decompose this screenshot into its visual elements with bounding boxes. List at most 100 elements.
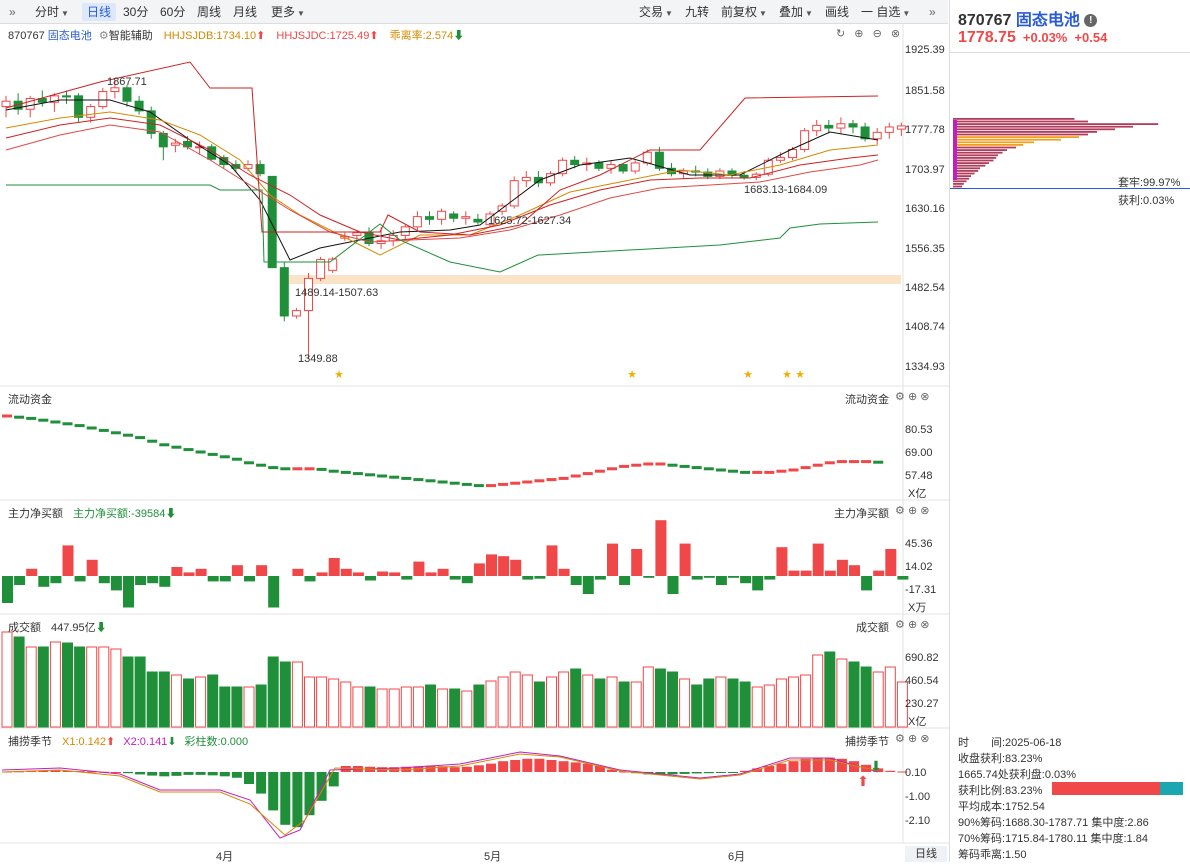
panel-turnover-right[interactable]: 成交额 — [856, 622, 889, 634]
close-icon[interactable]: ⊗ — [920, 505, 930, 517]
turnover-bar — [872, 671, 884, 728]
netbuy-bar — [219, 576, 231, 582]
close-icon[interactable]: ⊗ — [920, 391, 930, 403]
season-bar — [728, 772, 738, 773]
close-icon[interactable]: ⊗ — [890, 28, 901, 40]
gear-icon[interactable]: ⚙ — [895, 733, 905, 745]
turnover-bar — [788, 676, 799, 728]
panel-season-title[interactable]: 捕捞季节 X1:0.142⬆ X2:0.141⬇ 彩柱数:0.000 — [8, 736, 249, 748]
trade-button[interactable]: 交易 ▼ — [639, 5, 673, 19]
netbuy-bar — [498, 556, 510, 576]
tab-weekly[interactable]: 周线 — [197, 5, 222, 19]
netbuy-bar — [570, 576, 582, 585]
netbuy-bar — [740, 576, 752, 584]
season-bar — [486, 763, 496, 772]
add-icon[interactable]: ⊕ — [907, 733, 918, 745]
panel-turnover-title[interactable]: 成交额 447.95亿⬇ — [8, 622, 107, 634]
panel-liquidity-right[interactable]: 流动资金 — [845, 394, 889, 406]
add-icon[interactable]: ⊕ — [907, 391, 918, 403]
season-bar — [256, 772, 267, 794]
profit-ratio-bar — [1052, 782, 1183, 795]
netbuy-bar — [582, 576, 594, 594]
season-bar — [594, 766, 605, 772]
panel-season-right[interactable]: 捕捞季节 — [845, 736, 889, 748]
turnover-bar — [364, 686, 376, 728]
down-arrow-icon: ⬇ — [95, 622, 107, 634]
gear-icon[interactable]: ⚙ — [895, 391, 905, 403]
add-icon[interactable]: ⊕ — [907, 619, 918, 631]
season-bar — [667, 772, 678, 775]
close-icon[interactable]: ⊗ — [920, 619, 930, 631]
chip-bar — [953, 136, 1079, 138]
netbuy-bar — [546, 545, 558, 576]
assist-icon[interactable]: ⚙ — [98, 30, 109, 42]
candle — [473, 218, 483, 223]
refresh-icon[interactable]: ↻ — [836, 28, 846, 40]
assist-label[interactable]: 智能辅助 — [108, 30, 153, 42]
season-bar — [534, 758, 545, 772]
chart-name[interactable]: 固态电池 — [47, 30, 92, 42]
candle — [642, 151, 652, 164]
info-icon[interactable]: ! — [1084, 14, 1098, 28]
chart-canvas[interactable]: ★ ★ ★ ★ ★⬇⬆ — [0, 0, 949, 862]
netbuy-bar — [655, 520, 667, 576]
chart-code: 870767 — [8, 30, 45, 42]
expand-icon[interactable]: » — [929, 5, 936, 19]
nine-turn-button[interactable]: 九转 — [685, 5, 710, 19]
overlay-button[interactable]: 叠加 ▼ — [779, 5, 813, 19]
collapse-icon[interactable]: » — [9, 5, 16, 19]
candle — [606, 164, 616, 169]
add-icon[interactable]: ⊕ — [854, 28, 864, 40]
netbuy-bar — [98, 576, 110, 584]
turnover-bar — [49, 641, 61, 728]
turnover-bar — [630, 681, 642, 728]
chip-bar — [953, 128, 1115, 131]
ma-line — [5, 111, 879, 256]
season-bar — [655, 772, 666, 775]
watchlist-button[interactable]: 一 自选 ▼ — [861, 5, 911, 19]
unit-label: X亿 — [908, 488, 927, 500]
tab-daily[interactable]: 日线 — [82, 3, 117, 21]
candle — [37, 98, 47, 103]
ma-line — [5, 124, 879, 243]
netbuy-bar — [510, 559, 522, 576]
up-arrow-icon: ⬆ — [857, 773, 869, 789]
close-icon[interactable]: ⊗ — [920, 733, 930, 745]
tab-intraday[interactable]: 分时 ▼ — [35, 5, 69, 19]
chip-bar — [953, 120, 1088, 123]
x-tick: 6月 — [728, 851, 746, 863]
add-icon[interactable]: ⊕ — [907, 505, 918, 517]
panel-netbuy-right[interactable]: 主力净买额 — [834, 508, 889, 520]
gear-icon[interactable]: ⚙ — [895, 505, 905, 517]
turnover-bar — [110, 648, 122, 728]
netbuy-bar — [183, 572, 195, 576]
y-tick: 1925.39 — [905, 44, 945, 56]
chip-bar — [953, 157, 997, 159]
panel-liquidity-title[interactable]: 流动资金 — [8, 394, 52, 406]
chip-bar — [953, 144, 1024, 146]
y-tick: -1.00 — [905, 791, 931, 803]
y-tick: 1482.54 — [905, 282, 945, 294]
tab-monthly[interactable]: 月线 — [233, 5, 258, 19]
chip-bar — [953, 146, 1016, 149]
minus-icon[interactable]: ⊖ — [872, 28, 882, 40]
candle — [860, 126, 870, 140]
panel-tools: ⚙ ⊕ ⊗ — [895, 618, 929, 631]
gear-icon[interactable]: ⚙ — [895, 619, 905, 631]
tab-60min[interactable]: 60分 — [160, 5, 186, 19]
channel-lower — [6, 184, 879, 273]
stock-name[interactable]: 固态电池 — [1015, 12, 1080, 29]
turnover-bar — [449, 688, 461, 728]
panel-netbuy-title[interactable]: 主力净买额 主力净买额:-39584⬇ — [8, 508, 177, 520]
tab-30min[interactable]: 30分 — [123, 5, 149, 19]
signal-star: ★ — [334, 369, 344, 381]
season-bar — [679, 772, 690, 774]
draw-button[interactable]: 画线 — [825, 5, 850, 19]
season-bar — [159, 772, 170, 777]
period-label[interactable]: 日线 — [905, 846, 947, 862]
adjust-button[interactable]: 前复权 ▼ — [721, 5, 767, 19]
tab-more[interactable]: 更多 ▼ — [271, 5, 305, 19]
netbuy-bar — [715, 576, 727, 585]
chip-bar — [953, 131, 1097, 133]
chip-profit: 获利:0.03% — [1118, 195, 1175, 207]
